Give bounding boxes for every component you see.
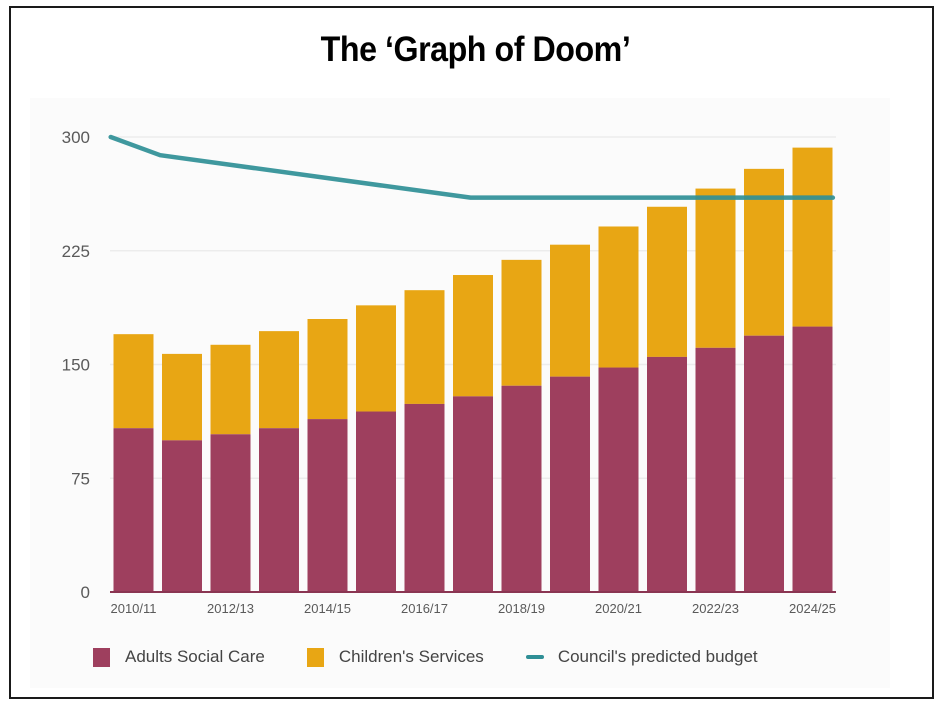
bar-adults-social-care bbox=[744, 335, 784, 592]
x-tick-label: 2014/15 bbox=[304, 601, 351, 616]
bar-childrens-services bbox=[453, 275, 493, 397]
bar-childrens-services bbox=[501, 259, 542, 386]
bar-childrens-services bbox=[550, 244, 590, 377]
bar-childrens-services bbox=[647, 206, 687, 357]
x-tick-label: 2012/13 bbox=[207, 601, 254, 616]
bar-childrens-services bbox=[210, 344, 251, 435]
bar-childrens-services bbox=[162, 353, 202, 441]
bar-childrens-services bbox=[113, 334, 154, 429]
bar-adults-social-care bbox=[792, 326, 833, 592]
y-tick-label: 150 bbox=[62, 356, 90, 375]
bar-adults-social-care bbox=[162, 440, 202, 592]
legend-swatch-children bbox=[306, 647, 324, 667]
bar-childrens-services bbox=[404, 290, 445, 404]
legend-label-adults: Adults Social Care bbox=[125, 647, 265, 666]
y-tick-label: 300 bbox=[62, 128, 90, 147]
bar-adults-social-care bbox=[647, 356, 687, 592]
budget-line-group bbox=[108, 134, 836, 200]
bar-adults-social-care bbox=[598, 367, 639, 592]
bar-childrens-services bbox=[695, 188, 736, 348]
legend-swatch-budget bbox=[525, 655, 544, 659]
bar-adults-social-care bbox=[259, 428, 299, 592]
legend: Adults Social Care Children's Services C… bbox=[93, 645, 800, 669]
bar-adults-social-care bbox=[356, 411, 396, 592]
legend-item-budget: Council's predicted budget bbox=[525, 647, 758, 667]
bar-adults-social-care bbox=[550, 376, 590, 592]
bar-adults-social-care bbox=[307, 419, 348, 592]
legend-label-children: Children's Services bbox=[338, 647, 484, 666]
bar-childrens-services bbox=[598, 226, 639, 368]
bar-childrens-services bbox=[307, 319, 348, 420]
bar-adults-social-care bbox=[404, 403, 445, 592]
bar-childrens-services bbox=[259, 331, 299, 429]
x-tick-label: 2010/11 bbox=[110, 601, 156, 616]
bar-adults-social-care bbox=[453, 396, 493, 592]
bar-childrens-services bbox=[744, 168, 784, 336]
x-tick-label: 2020/21 bbox=[595, 601, 642, 616]
bar-adults-social-care bbox=[501, 385, 542, 592]
bar-adults-social-care bbox=[210, 434, 251, 592]
y-tick-label: 0 bbox=[81, 583, 90, 602]
budget-line bbox=[108, 134, 836, 200]
y-axis-ticks: 0 75 150 225 300 bbox=[62, 128, 90, 602]
y-tick-label: 225 bbox=[62, 242, 90, 261]
legend-item-children: Children's Services bbox=[306, 647, 484, 667]
bar-childrens-services bbox=[792, 147, 833, 327]
bar-adults-social-care bbox=[695, 347, 736, 592]
legend-label-budget: Council's predicted budget bbox=[557, 647, 758, 666]
x-tick-label: 2024/25 bbox=[789, 601, 836, 616]
bar-adults-social-care bbox=[113, 428, 154, 592]
x-tick-label: 2022/23 bbox=[692, 601, 739, 616]
x-tick-label: 2018/19 bbox=[498, 601, 545, 616]
y-tick-label: 75 bbox=[71, 469, 90, 488]
bars bbox=[110, 147, 836, 593]
legend-item-adults: Adults Social Care bbox=[93, 647, 265, 667]
x-axis-ticks: 2010/11 2012/13 2014/15 2016/17 2018/19 2020/… bbox=[110, 601, 836, 616]
bar-childrens-services bbox=[356, 305, 396, 412]
x-tick-label: 2016/17 bbox=[401, 601, 448, 616]
chart-title: The ‘Graph of Doom’ bbox=[320, 30, 631, 69]
legend-swatch-adults bbox=[93, 647, 110, 667]
